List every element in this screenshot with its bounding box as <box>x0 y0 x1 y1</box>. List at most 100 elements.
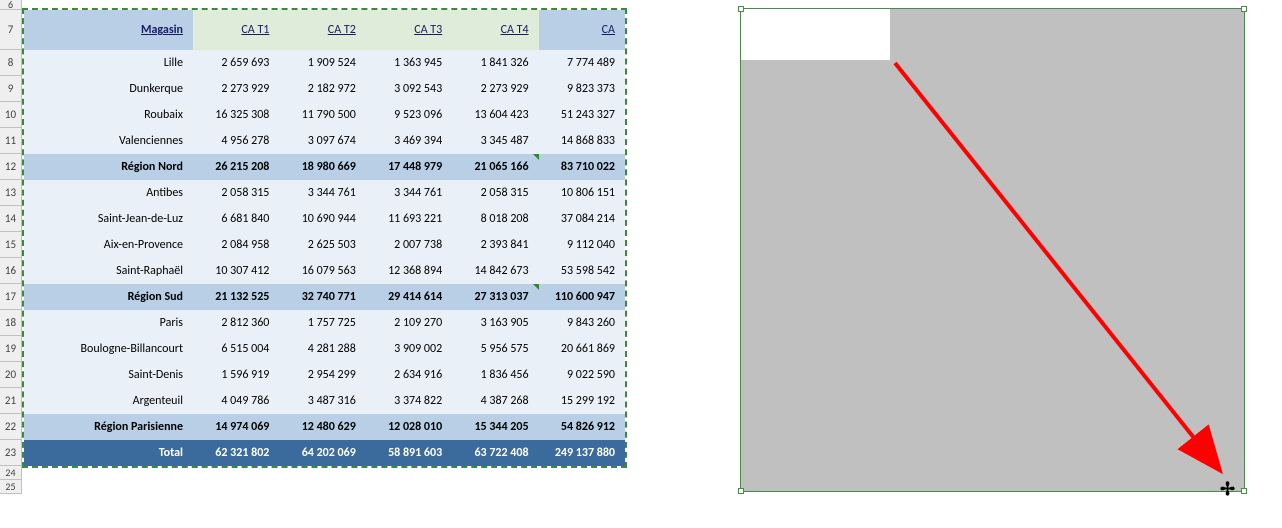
col-header-store[interactable]: Magasin <box>24 10 193 50</box>
row-header[interactable]: 21 <box>0 388 22 414</box>
row-header[interactable]: 6 <box>0 0 22 10</box>
cell-value[interactable]: 4 956 278 <box>193 128 279 154</box>
row-header[interactable]: 25 <box>0 480 22 494</box>
cell-value[interactable]: 2 812 360 <box>193 310 279 336</box>
cell-value[interactable]: 21 065 166 <box>452 154 538 180</box>
picture-placeholder[interactable] <box>740 8 1245 492</box>
cell-value[interactable]: 83 710 022 <box>539 154 625 180</box>
cell-value[interactable]: 3 092 543 <box>366 76 452 102</box>
cell-value[interactable]: 27 313 037 <box>452 284 538 310</box>
cell-value[interactable]: 16 079 563 <box>279 258 365 284</box>
cell-value[interactable]: 11 693 221 <box>366 206 452 232</box>
cell-store[interactable]: Région Parisienne <box>24 414 193 440</box>
cell-value[interactable]: 4 387 268 <box>452 388 538 414</box>
cell-value[interactable]: 18 980 669 <box>279 154 365 180</box>
cell-value[interactable]: 3 097 674 <box>279 128 365 154</box>
cell-value[interactable]: 10 806 151 <box>539 180 625 206</box>
row-header[interactable]: 10 <box>0 102 22 128</box>
cell-store[interactable]: Paris <box>24 310 193 336</box>
cell-value[interactable]: 3 487 316 <box>279 388 365 414</box>
row-header[interactable]: 12 <box>0 154 22 180</box>
cell-value[interactable]: 5 956 575 <box>452 336 538 362</box>
row-header[interactable]: 16 <box>0 258 22 284</box>
cell-value[interactable]: 12 028 010 <box>366 414 452 440</box>
cell-value[interactable]: 2 273 929 <box>193 76 279 102</box>
cell-value[interactable]: 3 163 905 <box>452 310 538 336</box>
cell-value[interactable]: 17 448 979 <box>366 154 452 180</box>
cell-value[interactable]: 63 722 408 <box>452 440 538 466</box>
cell-value[interactable]: 9 112 040 <box>539 232 625 258</box>
table-row[interactable]: Total62 321 80264 202 06958 891 60363 72… <box>24 440 625 466</box>
cell-value[interactable]: 54 826 912 <box>539 414 625 440</box>
row-header[interactable]: 18 <box>0 310 22 336</box>
cell-value[interactable]: 110 600 947 <box>539 284 625 310</box>
cell-value[interactable]: 37 084 214 <box>539 206 625 232</box>
cell-value[interactable]: 51 243 327 <box>539 102 625 128</box>
table-row[interactable]: Saint-Jean-de-Luz6 681 84010 690 94411 6… <box>24 206 625 232</box>
row-header[interactable]: 22 <box>0 414 22 440</box>
cell-value[interactable]: 3 344 761 <box>366 180 452 206</box>
cell-store[interactable]: Argenteuil <box>24 388 193 414</box>
cell-value[interactable]: 7 774 489 <box>539 50 625 76</box>
cell-value[interactable]: 3 344 761 <box>279 180 365 206</box>
row-header[interactable]: 15 <box>0 232 22 258</box>
cell-value[interactable]: 14 974 069 <box>193 414 279 440</box>
row-header[interactable]: 24 <box>0 466 22 480</box>
row-header[interactable]: 20 <box>0 362 22 388</box>
cell-value[interactable]: 6 681 840 <box>193 206 279 232</box>
cell-value[interactable]: 3 469 394 <box>366 128 452 154</box>
col-header-q4[interactable]: CA T4 <box>452 10 538 50</box>
cell-value[interactable]: 32 740 771 <box>279 284 365 310</box>
cell-value[interactable]: 13 604 423 <box>452 102 538 128</box>
cell-value[interactable]: 6 515 004 <box>193 336 279 362</box>
cell-value[interactable]: 58 891 603 <box>366 440 452 466</box>
cell-value[interactable]: 249 137 880 <box>539 440 625 466</box>
row-header[interactable]: 9 <box>0 76 22 102</box>
cell-value[interactable]: 9 022 590 <box>539 362 625 388</box>
row-header[interactable]: 19 <box>0 336 22 362</box>
cell-value[interactable]: 9 523 096 <box>366 102 452 128</box>
cell-value[interactable]: 2 058 315 <box>193 180 279 206</box>
cell-store[interactable]: Valenciennes <box>24 128 193 154</box>
cell-value[interactable]: 2 007 738 <box>366 232 452 258</box>
resize-handle-tl[interactable] <box>738 6 744 12</box>
cell-value[interactable]: 2 084 958 <box>193 232 279 258</box>
cell-value[interactable]: 3 374 822 <box>366 388 452 414</box>
cell-value[interactable]: 2 273 929 <box>452 76 538 102</box>
cell-value[interactable]: 2 625 503 <box>279 232 365 258</box>
cell-value[interactable]: 1 836 456 <box>452 362 538 388</box>
cell-value[interactable]: 2 182 972 <box>279 76 365 102</box>
row-header[interactable]: 13 <box>0 180 22 206</box>
cell-value[interactable]: 8 018 208 <box>452 206 538 232</box>
cell-store[interactable]: Roubaix <box>24 102 193 128</box>
cell-value[interactable]: 1 757 725 <box>279 310 365 336</box>
cell-value[interactable]: 2 954 299 <box>279 362 365 388</box>
cell-value[interactable]: 29 414 614 <box>366 284 452 310</box>
cell-store[interactable]: Antibes <box>24 180 193 206</box>
cell-value[interactable]: 4 281 288 <box>279 336 365 362</box>
cell-store[interactable]: Région Nord <box>24 154 193 180</box>
cell-value[interactable]: 9 823 373 <box>539 76 625 102</box>
table-row[interactable]: Région Sud21 132 52532 740 77129 414 614… <box>24 284 625 310</box>
selected-table-range[interactable]: Magasin CA T1 CA T2 CA T3 CA T4 CA Lille… <box>22 8 627 468</box>
table-row[interactable]: Aix-en-Provence2 084 9582 625 5032 007 7… <box>24 232 625 258</box>
cell-value[interactable]: 1 596 919 <box>193 362 279 388</box>
cell-store[interactable]: Dunkerque <box>24 76 193 102</box>
cell-value[interactable]: 15 344 205 <box>452 414 538 440</box>
cell-value[interactable]: 62 321 802 <box>193 440 279 466</box>
table-row[interactable]: Paris2 812 3601 757 7252 109 2703 163 90… <box>24 310 625 336</box>
cell-value[interactable]: 2 659 693 <box>193 50 279 76</box>
cell-value[interactable]: 53 598 542 <box>539 258 625 284</box>
cell-value[interactable]: 16 325 308 <box>193 102 279 128</box>
table-row[interactable]: Région Nord26 215 20818 980 66917 448 97… <box>24 154 625 180</box>
row-header[interactable]: 23 <box>0 440 22 466</box>
cell-store[interactable]: Saint-Jean-de-Luz <box>24 206 193 232</box>
cell-value[interactable]: 12 368 894 <box>366 258 452 284</box>
table-row[interactable]: Antibes2 058 3153 344 7613 344 7612 058 … <box>24 180 625 206</box>
cell-value[interactable]: 1 363 945 <box>366 50 452 76</box>
cell-value[interactable]: 2 634 916 <box>366 362 452 388</box>
cell-value[interactable]: 10 307 412 <box>193 258 279 284</box>
cell-store[interactable]: Boulogne-Billancourt <box>24 336 193 362</box>
cell-value[interactable]: 2 393 841 <box>452 232 538 258</box>
row-header[interactable]: 17 <box>0 284 22 310</box>
